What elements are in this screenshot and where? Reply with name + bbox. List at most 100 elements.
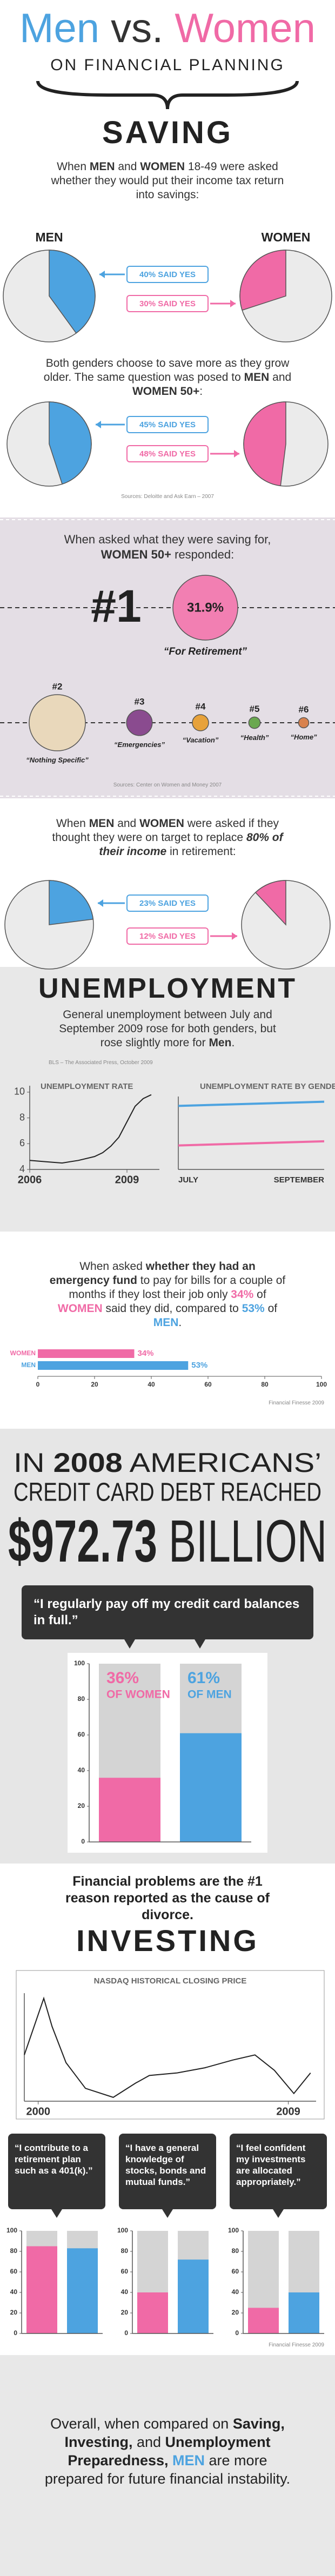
conclusion-band	[0, 2355, 335, 2576]
retirement-band	[0, 517, 335, 798]
text-run: Overall, when compared on	[50, 2416, 233, 2432]
y-tick-label: 80	[121, 2247, 129, 2255]
bar	[26, 2246, 57, 2333]
bubble-name: “Emergencies”	[114, 741, 165, 749]
paragraph: When MEN and WOMEN 18-49 were asked whet…	[49, 160, 286, 202]
y-tick-label: 60	[232, 2268, 239, 2275]
text-run: of	[264, 1302, 278, 1315]
paragraph: Financial problems are the #1 reason rep…	[65, 1874, 270, 1922]
bubble-value-label: 31.9%	[187, 600, 224, 615]
text-run: 18-49 were asked whether they would put …	[51, 160, 284, 201]
x-tick-label: JULY	[178, 1175, 198, 1185]
bar	[38, 1361, 189, 1370]
page-title: Men vs. Women	[0, 4, 335, 53]
pie-value-label: 30% SAID YES	[139, 299, 196, 308]
bar	[67, 2248, 98, 2333]
arrow-head	[96, 421, 101, 428]
x-tick-label: 0	[36, 1381, 40, 1388]
y-tick-label: 100	[74, 1659, 85, 1667]
arrow-head	[98, 899, 103, 907]
y-tick-label: 60	[78, 1731, 85, 1738]
label-box	[126, 445, 209, 462]
quote: “I have a general knowledge of stocks, b…	[125, 2143, 206, 2187]
text-run: WOMEN	[140, 160, 185, 173]
bar-value-label: 53%	[191, 1361, 207, 1370]
pie-value-label: 48% SAID YES	[139, 449, 196, 459]
rank-label: #4	[196, 701, 206, 711]
y-tick-label: 0	[81, 1838, 85, 1845]
bar	[99, 1778, 160, 1842]
source: Sources: Deloitte and Ask Earn – 2007	[121, 494, 214, 500]
unemployment-band	[0, 967, 335, 1232]
text-run: and	[269, 371, 292, 384]
credit-heading: CREDIT CARD DEBT REACHED	[14, 1478, 321, 1507]
rank-label: #6	[299, 704, 309, 715]
text-run: and	[114, 817, 140, 830]
y-tick-label: 8	[19, 1112, 25, 1122]
text-run: When asked what they were saving for,	[64, 533, 271, 546]
text-run: Women	[175, 5, 316, 51]
quote: “I regularly pay off my credit card bala…	[34, 1597, 300, 1627]
text-run: General unemployment between July and Se…	[59, 1008, 276, 1049]
y-tick-label: 80	[10, 2247, 18, 2255]
pie-label: MEN	[35, 230, 63, 244]
quote: “I feel confident my investments are all…	[236, 2143, 306, 2187]
text-run: 2008	[53, 1448, 123, 1478]
y-tick-label: 20	[10, 2309, 18, 2316]
quote-box	[22, 1585, 313, 1639]
bubble-name: “Vacation”	[183, 736, 219, 744]
bubble	[126, 709, 153, 736]
text-run: whether they had an emergency fund	[49, 1260, 256, 1287]
text-run: WOMEN	[57, 1302, 103, 1315]
x-tick-label: SEPTEMBER	[274, 1175, 325, 1185]
text-run: Both genders choose to save more as they…	[43, 357, 290, 384]
x-tick-label: 2000	[26, 2106, 50, 2117]
text-run: WOMEN 50+	[132, 385, 200, 398]
category-label: MEN	[21, 1361, 36, 1369]
text-run: When asked	[79, 1260, 146, 1273]
y-tick-label: 0	[14, 2329, 17, 2337]
source: BLS – The Associated Press, October 2009	[49, 1060, 153, 1066]
category-label: WOMEN	[10, 1349, 36, 1357]
rank-label: #5	[250, 704, 260, 714]
text-run: MEN	[172, 2452, 205, 2469]
label-box	[126, 295, 209, 312]
paragraph: When MEN and WOMEN were asked if they th…	[43, 817, 292, 859]
x-tick-label: 100	[316, 1381, 327, 1388]
y-tick-label: 4	[19, 1163, 25, 1174]
bar	[178, 2259, 209, 2333]
bubble-name: “Home”	[290, 733, 317, 741]
text-run: Men	[209, 1037, 232, 1049]
credit-heading: IN 2008 AMERICANS’	[14, 1448, 321, 1478]
text-run: responded:	[171, 548, 234, 561]
arrow-head	[232, 932, 237, 940]
pie-label: WOMEN	[261, 230, 311, 244]
y-tick-label: 40	[10, 2288, 18, 2296]
text-run: $972.73	[8, 1508, 157, 1575]
pie-slice	[239, 250, 286, 311]
y-tick-label: 60	[121, 2268, 129, 2275]
rank-label: #2	[52, 681, 63, 691]
text-run: 34%	[231, 1288, 254, 1301]
y-tick-label: 100	[6, 2227, 17, 2234]
section-heading: SAVING	[102, 115, 233, 150]
chart-title: NASDAQ HISTORICAL CLOSING PRICE	[94, 1976, 247, 1986]
bubble-name: “Health”	[240, 734, 269, 742]
quote: “I contribute to a retirement plan such …	[15, 2143, 93, 2176]
x-tick-label: 2009	[276, 2106, 300, 2117]
brace	[36, 80, 299, 110]
y-tick-label: 40	[121, 2288, 129, 2296]
y-tick-label: 60	[10, 2268, 18, 2275]
text-run: 53%	[242, 1302, 265, 1315]
y-tick-label: 20	[232, 2309, 239, 2316]
chart-title: UNEMPLOYMENT RATE BY GENDER	[200, 1082, 335, 1091]
label-box	[126, 266, 209, 283]
category-label: OF WOMEN	[106, 1689, 170, 1701]
text-run: Unemployment Preparedness,	[68, 2434, 271, 2469]
section-heading: UNEMPLOYMENT	[38, 973, 297, 1004]
bubble-name: “For Retirement”	[164, 646, 247, 657]
y-tick-label: 80	[232, 2247, 239, 2255]
pie-slice	[49, 250, 96, 334]
text-run: When	[56, 817, 89, 830]
text-run: Men	[19, 5, 99, 51]
